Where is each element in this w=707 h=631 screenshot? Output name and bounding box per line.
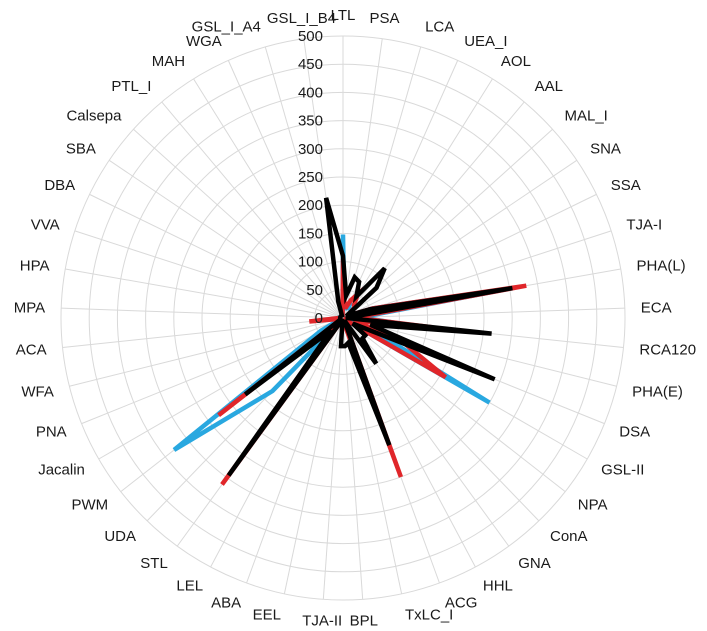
category-label: VVA xyxy=(31,216,60,233)
grid-spoke xyxy=(89,193,344,319)
grid-spoke xyxy=(283,317,344,594)
grid-spoke xyxy=(62,317,344,348)
category-label: PWM xyxy=(72,497,109,514)
grid-spoke xyxy=(342,317,617,387)
grid-spoke xyxy=(81,317,344,425)
category-label: Calsepa xyxy=(66,107,122,124)
grid-spoke xyxy=(61,307,344,319)
category-label: LCA xyxy=(425,19,454,36)
tick-label: 500 xyxy=(298,28,323,45)
grid-spoke xyxy=(342,307,625,319)
grid-spoke xyxy=(342,317,364,600)
radial-tick-labels: 0 50 100 150 200 250 300 350 400 450 500 xyxy=(298,28,323,327)
tick-label: 250 xyxy=(298,169,323,186)
grid-spoke xyxy=(342,60,459,319)
category-label: NPA xyxy=(578,497,608,514)
series-lines xyxy=(172,197,527,486)
category-label: MAL_I xyxy=(565,107,608,124)
grid-spoke xyxy=(342,193,597,319)
grid-spoke xyxy=(74,230,344,319)
category-label: PTL_I xyxy=(111,78,151,95)
category-label: TJA-II xyxy=(302,612,342,629)
grid-spoke xyxy=(98,317,344,460)
tick-label: 50 xyxy=(306,282,323,299)
grid-spoke xyxy=(342,78,493,319)
category-label: PNA xyxy=(36,424,67,441)
category-label: PHA(L) xyxy=(637,257,686,274)
category-label: ACG xyxy=(445,595,478,612)
category-label: HHL xyxy=(483,578,513,595)
category-label: WGA xyxy=(186,33,222,50)
grid-spoke xyxy=(342,230,612,319)
category-label: RCA120 xyxy=(639,342,696,359)
category-label: GSL-II xyxy=(601,462,644,479)
category-label: GSL_I_B4 xyxy=(267,10,336,27)
grid-spoke xyxy=(161,101,344,319)
category-label: SSA xyxy=(611,177,641,194)
category-label: BPL xyxy=(350,612,378,629)
category-label: ECA xyxy=(641,299,672,316)
category-label: ConA xyxy=(550,528,588,545)
tick-label: 300 xyxy=(298,141,323,158)
category-label: PHA(E) xyxy=(632,383,683,400)
category-label: GSL_I_A4 xyxy=(192,19,261,36)
grid-spoke xyxy=(342,38,383,319)
tick-label: 150 xyxy=(298,225,323,242)
grid-spoke xyxy=(342,317,540,522)
grid-spoke xyxy=(69,317,344,387)
category-label: TJA-I xyxy=(626,216,662,233)
grid-spoke xyxy=(227,60,344,319)
category-label: EEL xyxy=(253,606,281,623)
category-label: DBA xyxy=(44,177,75,194)
grid-spoke xyxy=(108,159,344,319)
category-label: MPA xyxy=(14,299,45,316)
category-label: MAH xyxy=(152,53,185,70)
category-label: PSA xyxy=(369,10,399,27)
tick-label: 450 xyxy=(298,56,323,73)
grid-spoke xyxy=(342,46,422,319)
category-label: ACA xyxy=(16,342,47,359)
category-label: SNA xyxy=(590,141,621,158)
grid-spoke xyxy=(322,317,344,600)
tick-label: 0 xyxy=(315,310,323,327)
category-label: DSA xyxy=(619,424,650,441)
category-label: AOL xyxy=(501,53,531,70)
grid-spoke xyxy=(193,78,344,319)
category-label: LEL xyxy=(176,578,203,595)
grid-spoke xyxy=(246,317,344,584)
grid-spoke xyxy=(210,317,344,568)
category-label: GNA xyxy=(518,555,551,572)
grid-spoke xyxy=(264,46,344,319)
category-label: LTL xyxy=(331,7,356,24)
category-label: TxLC_I xyxy=(405,606,453,623)
category-label: STL xyxy=(140,555,168,572)
grid xyxy=(60,35,626,601)
grid-spoke xyxy=(342,317,566,493)
tick-label: 200 xyxy=(298,197,323,214)
tick-label: 350 xyxy=(298,113,323,130)
category-label: HPA xyxy=(20,257,50,274)
category-label: UDA xyxy=(104,528,136,545)
category-label: ABA xyxy=(211,595,241,612)
tick-label: 100 xyxy=(298,254,323,271)
grid-spoke xyxy=(133,128,344,319)
category-label: AAL xyxy=(535,78,563,95)
category-label: Jacalin xyxy=(38,462,85,479)
category-label: WFA xyxy=(21,383,54,400)
category-label: SBA xyxy=(66,141,96,158)
grid-spoke xyxy=(342,317,476,568)
category-label: UEA_I xyxy=(464,33,507,50)
grid-spoke xyxy=(342,317,403,594)
grid-spoke xyxy=(65,268,344,319)
tick-label: 400 xyxy=(298,84,323,101)
grid-spoke xyxy=(342,159,578,319)
series-line-3 xyxy=(226,197,513,477)
